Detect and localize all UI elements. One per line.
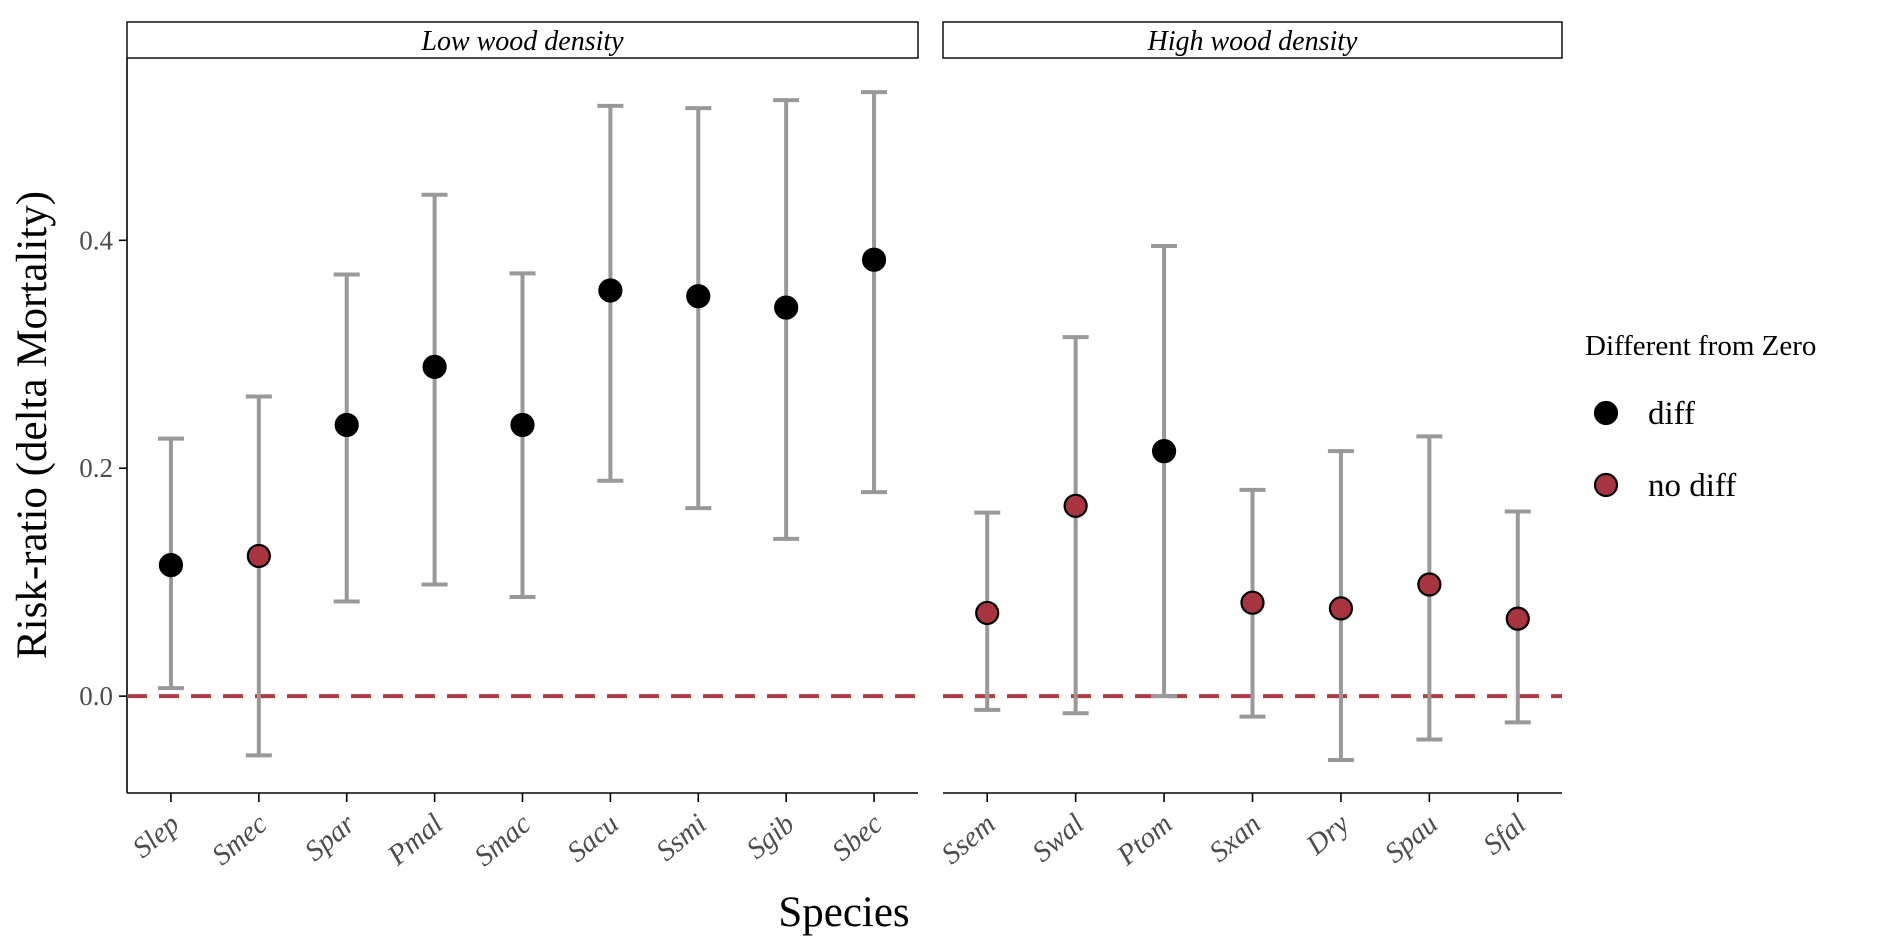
x-tick-label: Smac — [468, 808, 537, 873]
estimate-point — [334, 412, 359, 438]
x-tick-label: Ptom — [1110, 808, 1178, 873]
strip-header-title: Low wood density — [420, 26, 624, 57]
x-tick-label: Sacu — [561, 808, 625, 869]
data-point-sbec: Sbec — [826, 90, 889, 868]
data-point-sfal: Sfal — [1477, 509, 1532, 862]
estimate-point — [510, 412, 535, 438]
data-point-sacu: Sacu — [561, 103, 625, 869]
estimate-point — [774, 295, 799, 320]
x-tick-label: Sfal — [1477, 808, 1532, 862]
estimate-point — [1240, 590, 1265, 615]
strip-header-box — [126, 21, 919, 59]
panels: Low wood density 0.0 0.2 0.4 Slep Smec Spar Pma… — [79, 21, 1563, 873]
estimate-point — [246, 543, 271, 569]
x-tick-label: Pmal — [381, 808, 449, 873]
x-tick-label: Sgib — [741, 808, 801, 866]
panel-low-wood-density: Low wood density 0.0 0.2 0.4 Slep Smec Spar Pma… — [79, 21, 919, 873]
legend-key-point — [1593, 472, 1619, 498]
legend: Different from Zero diff no diff — [1585, 330, 1816, 504]
legend-entry-no-diff: no diff — [1593, 468, 1736, 504]
estimate-point — [1417, 572, 1442, 597]
x-tick-label: Sbec — [826, 808, 889, 868]
x-tick-label: Sxan — [1203, 808, 1267, 869]
data-point-dry: Dry — [1300, 449, 1356, 862]
data-point-spar: Spar — [299, 272, 362, 868]
x-tick-label: Dry — [1300, 808, 1356, 862]
data-point-smec: Smec — [206, 394, 274, 872]
estimate-point — [861, 247, 887, 272]
data-point-sgib: Sgib — [741, 98, 801, 866]
estimate-point — [975, 600, 1000, 626]
data-point-ssem: Ssem — [935, 510, 1002, 871]
x-tick-label: Ssem — [935, 808, 1001, 871]
data-point-sxan: Sxan — [1203, 487, 1267, 869]
estimate-point — [1328, 596, 1354, 621]
estimate-point — [598, 278, 623, 303]
legend-label: no diff — [1648, 468, 1736, 504]
estimate-point — [1505, 606, 1530, 631]
estimate-point — [1151, 439, 1177, 464]
data-point-spau: Spau — [1379, 434, 1444, 870]
x-axis-title: Species — [778, 889, 909, 936]
x-tick-label: Ssmi — [650, 808, 713, 868]
y-tick-label: 0.0 — [79, 681, 113, 711]
strip-header-box — [942, 21, 1563, 59]
x-tick-label: Spar — [299, 807, 362, 867]
data-point-smac: Smac — [468, 271, 537, 873]
data-point-slep: Slep — [127, 436, 186, 865]
x-tick-label: Spau — [1379, 808, 1444, 870]
legend-entry-diff: diff — [1593, 396, 1695, 432]
data-point-pmal: Pmal — [381, 192, 449, 873]
x-tick-label: Swal — [1026, 808, 1090, 869]
estimate-point — [686, 284, 711, 309]
x-tick-label: Slep — [127, 808, 186, 865]
panel-high-wood-density: High wood density Ssem Swal Ptom Sxan Dry Spau… — [935, 21, 1563, 873]
data-point-swal: Swal — [1026, 335, 1090, 869]
estimate-point — [1063, 493, 1088, 518]
legend-key-point — [1593, 400, 1619, 426]
legend-label: diff — [1648, 396, 1695, 432]
y-axis-title: Risk-ratio (delta Mortality) — [9, 191, 56, 659]
x-tick-label: Smec — [206, 808, 274, 872]
data-point-ssmi: Ssmi — [650, 106, 713, 868]
legend-title: Different from Zero — [1585, 330, 1816, 362]
strip-header-title: High wood density — [1147, 26, 1359, 57]
legend-entries: diff no diff — [1593, 396, 1736, 504]
estimate-point — [422, 354, 447, 379]
estimate-point — [158, 552, 184, 578]
data-point-ptom: Ptom — [1110, 244, 1179, 873]
y-tick-label: 0.4 — [79, 225, 113, 255]
y-tick-label: 0.2 — [79, 453, 113, 483]
